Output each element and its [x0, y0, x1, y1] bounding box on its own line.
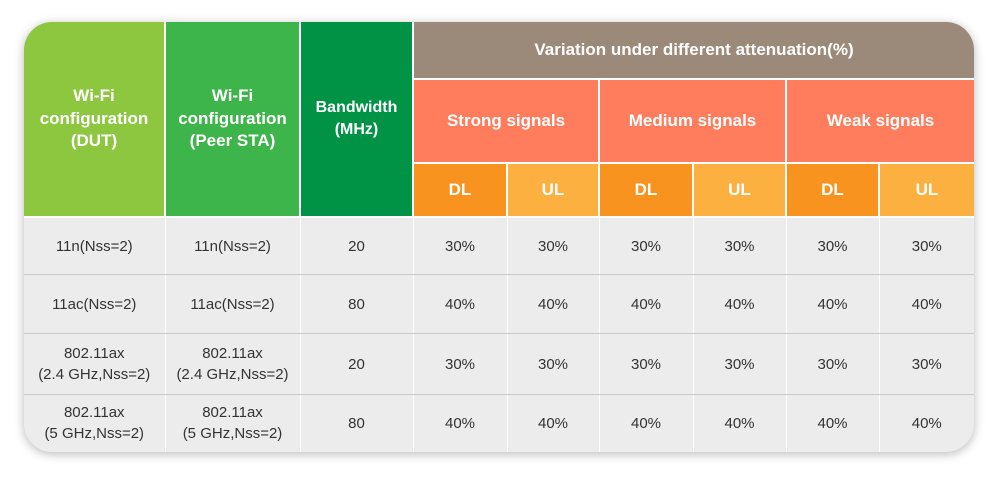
- cell-peer: 11n(Nss=2): [165, 217, 301, 276]
- cell-medium-ul: 40%: [693, 274, 787, 335]
- cell-bandwidth: 80: [300, 394, 414, 452]
- header-medium-ul: UL: [693, 163, 787, 218]
- cell-weak-ul: 40%: [879, 274, 974, 335]
- header-weak-dl: DL: [786, 163, 880, 218]
- header-dut: Wi-Fi configuration (DUT): [24, 22, 166, 218]
- cell-medium-dl: 40%: [599, 274, 694, 335]
- cell-bandwidth: 20: [300, 217, 414, 276]
- cell-dut: 802.11ax (5 GHz,Nss=2): [24, 394, 166, 452]
- cell-weak-ul: 40%: [911, 414, 942, 432]
- header-strong-ul: UL: [507, 163, 600, 218]
- header-variation: Variation under different attenuation(%): [413, 22, 974, 80]
- cell-weak-dl: 40%: [786, 274, 880, 335]
- cell-weak-dl: 30%: [786, 217, 880, 276]
- header-strong-signals: Strong signals: [413, 79, 600, 164]
- cell-peer: 11ac(Nss=2): [165, 274, 301, 335]
- cell-peer: 802.11ax (5 GHz,Nss=2): [165, 394, 301, 452]
- table-row: 802.11ax (5 GHz,Nss=2) 802.11ax (5 GHz,N…: [24, 394, 974, 452]
- cell-medium-dl: 30%: [599, 333, 694, 395]
- header-bandwidth: Bandwidth (MHz): [300, 22, 414, 218]
- cell-weak-ul: 30%: [879, 217, 974, 276]
- cell-bandwidth: 80: [300, 274, 414, 335]
- cell-medium-ul: 40%: [693, 394, 787, 452]
- header-medium-dl: DL: [599, 163, 694, 218]
- cell-weak-dl: 40%: [786, 394, 880, 452]
- cell-medium-dl: 30%: [599, 217, 694, 276]
- cell-medium-ul: 30%: [693, 217, 787, 276]
- cell-weak-dl: 30%: [786, 333, 880, 395]
- cell-dut: 11ac(Nss=2): [24, 274, 166, 335]
- cell-dut: 11n(Nss=2): [24, 217, 166, 276]
- header-strong-dl: DL: [413, 163, 508, 218]
- cell-strong-ul: 30%: [507, 217, 600, 276]
- cell-bandwidth: 20: [300, 333, 414, 395]
- header-weak-ul: UL: [879, 163, 974, 218]
- table-row: 802.11ax (2.4 GHz,Nss=2) 802.11ax (2.4 G…: [24, 333, 974, 395]
- cell-peer: 802.11ax (2.4 GHz,Nss=2): [165, 333, 301, 395]
- attenuation-table: Wi-Fi configuration (DUT) Wi-Fi configur…: [24, 22, 974, 452]
- table-row: 11ac(Nss=2) 11ac(Nss=2) 80 40% 40% 40% 4…: [24, 274, 974, 335]
- cell-strong-dl: 40%: [413, 274, 508, 335]
- table-row: 11n(Nss=2) 11n(Nss=2) 20 30% 30% 30% 30%…: [24, 217, 974, 276]
- cell-medium-ul: 30%: [693, 333, 787, 395]
- cell-medium-dl: 40%: [599, 394, 694, 452]
- header-medium-signals: Medium signals: [599, 79, 787, 164]
- cell-weak-ul: 30%: [879, 333, 974, 395]
- cell-strong-ul: 40%: [507, 274, 600, 335]
- cell-strong-ul: 40%: [507, 394, 600, 452]
- cell-dut: 802.11ax (2.4 GHz,Nss=2): [24, 333, 166, 395]
- cell-strong-dl: 30%: [413, 217, 508, 276]
- cell-strong-dl: 30%: [413, 333, 508, 395]
- attenuation-table-card: Wi-Fi configuration (DUT) Wi-Fi configur…: [24, 22, 974, 452]
- cell-strong-dl: 40%: [413, 394, 508, 452]
- header-weak-signals: Weak signals: [786, 79, 974, 164]
- header-peer-sta: Wi-Fi configuration (Peer STA): [165, 22, 301, 218]
- cell-strong-ul: 30%: [507, 333, 600, 395]
